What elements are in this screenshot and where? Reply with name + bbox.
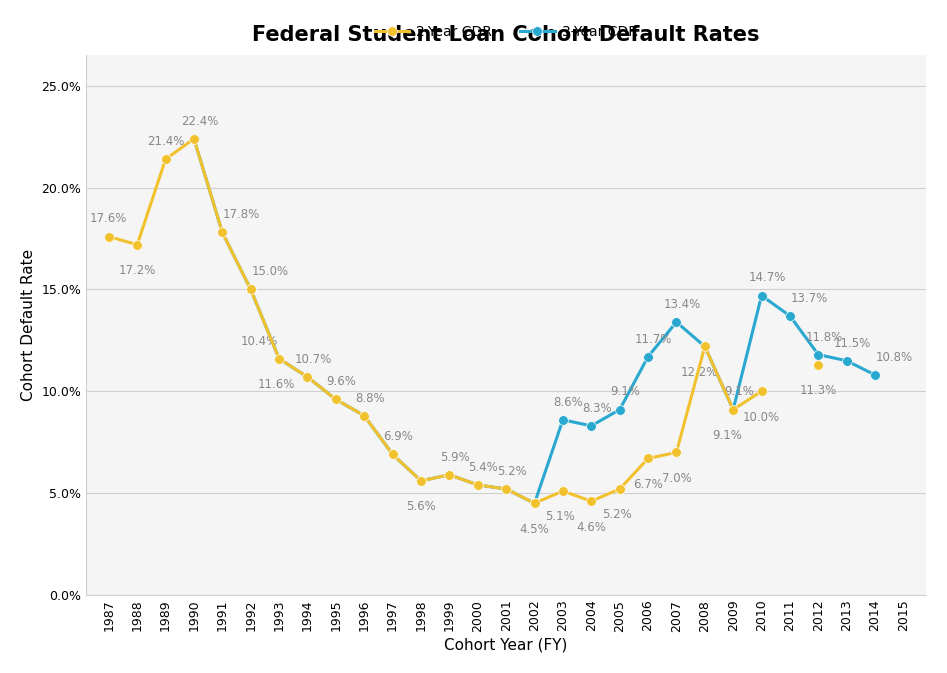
3-Year CDR [331, 395, 342, 403]
2-Year CDR [670, 448, 682, 456]
3-Year CDR [614, 406, 625, 414]
Text: 5.4%: 5.4% [469, 461, 498, 474]
Text: 4.5%: 4.5% [520, 523, 549, 536]
Text: 11.7%: 11.7% [634, 332, 672, 345]
2-Year CDR [585, 497, 597, 505]
3-Year CDR [473, 481, 484, 489]
Text: 6.7%: 6.7% [634, 478, 663, 491]
Text: 15.0%: 15.0% [252, 265, 289, 279]
3-Year CDR [444, 470, 456, 479]
2-Year CDR [444, 470, 456, 479]
X-axis label: Cohort Year (FY): Cohort Year (FY) [444, 637, 568, 652]
2-Year CDR [160, 155, 171, 164]
Text: 10.0%: 10.0% [743, 411, 780, 424]
Text: 6.9%: 6.9% [384, 430, 413, 444]
2-Year CDR [642, 454, 653, 462]
Text: 7.0%: 7.0% [662, 472, 691, 485]
3-Year CDR [699, 343, 710, 351]
2-Year CDR [387, 450, 399, 458]
2-Year CDR [528, 499, 540, 507]
2-Year CDR [331, 395, 342, 403]
2-Year CDR [756, 387, 767, 395]
Text: 5.6%: 5.6% [406, 500, 436, 513]
Text: 11.5%: 11.5% [833, 336, 871, 350]
Text: 5.9%: 5.9% [440, 451, 470, 464]
Text: 10.7%: 10.7% [295, 353, 331, 366]
Line: 3-Year CDR: 3-Year CDR [189, 134, 880, 508]
Text: 17.6%: 17.6% [90, 213, 128, 225]
2-Year CDR [557, 487, 568, 495]
3-Year CDR [359, 412, 370, 420]
3-Year CDR [670, 318, 682, 326]
2-Year CDR [727, 406, 739, 414]
Text: 13.7%: 13.7% [791, 292, 828, 305]
3-Year CDR [557, 416, 568, 424]
Text: 5.2%: 5.2% [497, 465, 527, 478]
Text: 21.4%: 21.4% [147, 135, 185, 148]
3-Year CDR [841, 357, 852, 365]
Text: 11.8%: 11.8% [805, 330, 843, 343]
Text: 4.6%: 4.6% [577, 521, 606, 534]
Text: 8.6%: 8.6% [554, 396, 583, 409]
2-Year CDR [473, 481, 484, 489]
2-Year CDR [274, 355, 285, 363]
3-Year CDR [500, 485, 511, 493]
Text: 22.4%: 22.4% [181, 114, 218, 128]
Legend: 2-Year CDR, 3-Year CDR: 2-Year CDR, 3-Year CDR [369, 19, 643, 44]
3-Year CDR [642, 353, 653, 361]
2-Year CDR [188, 135, 200, 143]
3-Year CDR [813, 351, 824, 359]
2-Year CDR [359, 412, 370, 420]
2-Year CDR [302, 373, 313, 381]
3-Year CDR [784, 312, 795, 320]
3-Year CDR [217, 228, 228, 236]
3-Year CDR [869, 371, 881, 379]
Text: 11.6%: 11.6% [258, 378, 295, 391]
Text: 13.4%: 13.4% [663, 298, 701, 311]
Text: 10.8%: 10.8% [876, 351, 913, 364]
Text: 5.1%: 5.1% [545, 511, 575, 524]
Text: 11.3%: 11.3% [799, 384, 837, 397]
3-Year CDR [302, 373, 313, 381]
2-Year CDR [132, 241, 143, 249]
2-Year CDR [500, 485, 511, 493]
Text: 12.2%: 12.2% [681, 366, 718, 379]
Text: 8.3%: 8.3% [582, 402, 612, 415]
Text: 10.4%: 10.4% [241, 334, 278, 347]
3-Year CDR [756, 291, 767, 299]
2-Year CDR [699, 343, 710, 351]
Y-axis label: Cohort Default Rate: Cohort Default Rate [21, 249, 36, 401]
Text: 8.8%: 8.8% [355, 392, 384, 404]
Line: 2-Year CDR: 2-Year CDR [104, 134, 766, 508]
Text: 17.8%: 17.8% [223, 209, 260, 221]
2-Year CDR [103, 232, 115, 240]
Text: 9.1%: 9.1% [713, 429, 742, 442]
Text: 17.2%: 17.2% [118, 264, 156, 277]
3-Year CDR [585, 422, 597, 430]
3-Year CDR [387, 450, 399, 458]
2-Year CDR [416, 477, 427, 485]
Text: 9.1%: 9.1% [724, 386, 754, 398]
3-Year CDR [727, 406, 739, 414]
Text: 5.2%: 5.2% [602, 508, 632, 522]
Text: 9.1%: 9.1% [610, 386, 640, 398]
Text: 9.6%: 9.6% [327, 376, 356, 388]
3-Year CDR [245, 285, 257, 293]
Title: Federal Student Loan Cohort Default Rates: Federal Student Loan Cohort Default Rate… [253, 26, 759, 46]
3-Year CDR [274, 355, 285, 363]
2-Year CDR [217, 228, 228, 236]
2-Year CDR [614, 485, 625, 493]
Text: 14.7%: 14.7% [748, 271, 786, 285]
3-Year CDR [188, 135, 200, 143]
2-Year CDR [245, 285, 257, 293]
3-Year CDR [528, 499, 540, 507]
3-Year CDR [416, 477, 427, 485]
